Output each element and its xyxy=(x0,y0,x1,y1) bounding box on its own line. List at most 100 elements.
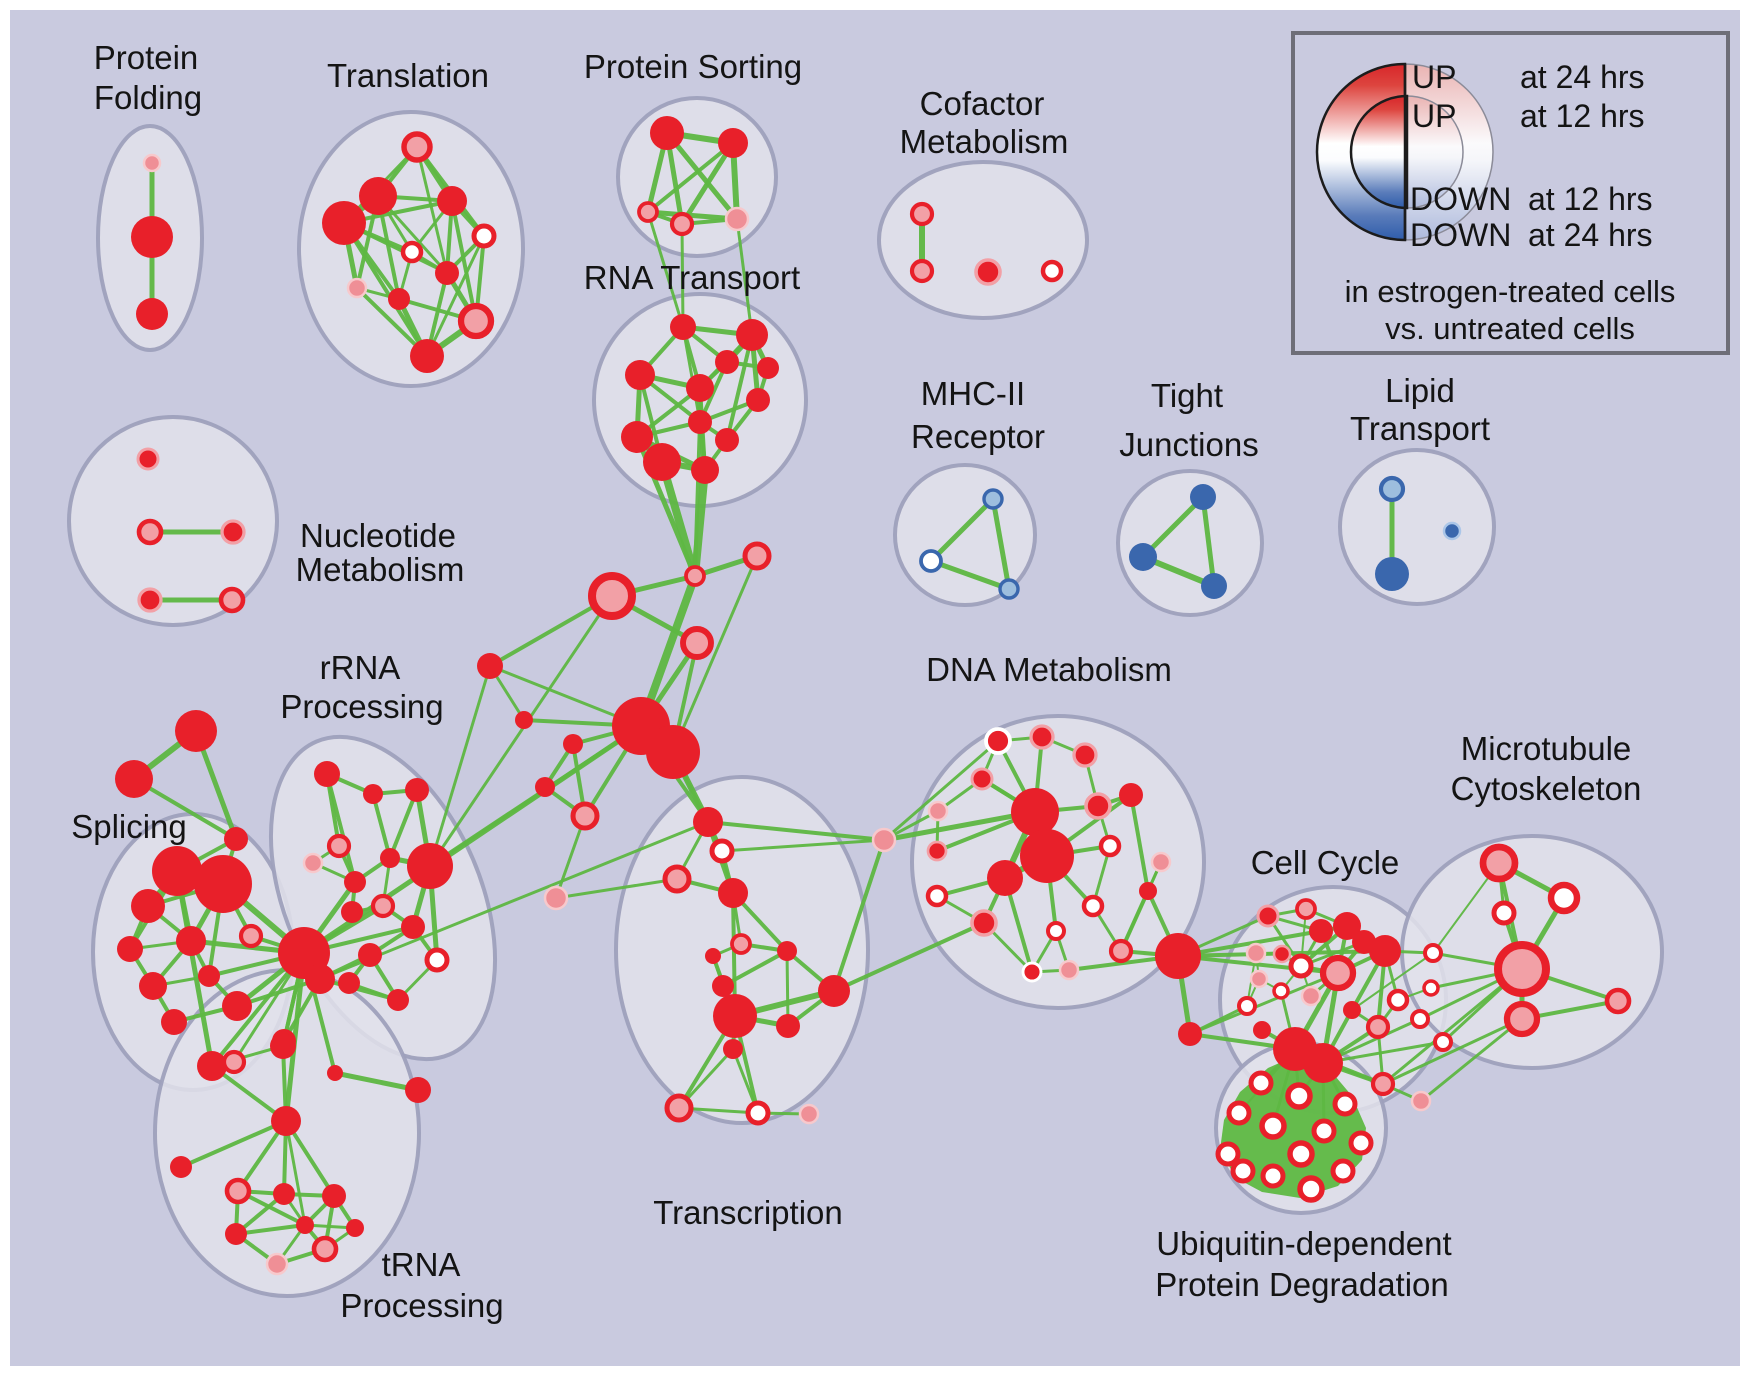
legend-up12-time: at 12 hrs xyxy=(1520,98,1645,134)
legend-footer-line1: in estrogen-treated cells xyxy=(1345,274,1676,309)
gene-node xyxy=(161,1009,187,1035)
gene-node xyxy=(1058,959,1080,981)
gene-node xyxy=(1422,979,1440,997)
gene-node xyxy=(563,734,583,754)
cluster-label-splicing: Splicing xyxy=(71,808,187,845)
gene-node xyxy=(715,350,739,374)
cluster-label-microtubule-cytoskeleton: Microtubule xyxy=(1461,730,1632,767)
gene-node xyxy=(1072,742,1098,768)
edge xyxy=(1200,494,1217,589)
cluster-label-protein-folding: Folding xyxy=(94,79,202,116)
edge xyxy=(174,868,215,1069)
gene-node xyxy=(1150,851,1172,873)
gene-node xyxy=(1494,941,1550,997)
gene-node xyxy=(387,989,409,1011)
cluster-label-rrna-processing: Processing xyxy=(280,688,443,725)
gene-node xyxy=(424,947,450,973)
cluster-label-nucleotide-metabolism: Metabolism xyxy=(296,551,465,588)
gene-node xyxy=(515,711,533,729)
gene-node xyxy=(798,1103,820,1125)
gene-node xyxy=(987,860,1023,896)
gene-node xyxy=(194,855,252,913)
gene-node xyxy=(970,909,998,937)
gene-node xyxy=(723,1039,743,1059)
gene-node xyxy=(401,915,425,939)
gene-node xyxy=(1190,484,1216,510)
gene-node xyxy=(724,206,750,232)
gene-node xyxy=(715,428,739,452)
gene-node xyxy=(713,994,757,1038)
gene-node xyxy=(341,901,363,923)
gene-node xyxy=(757,357,779,379)
cluster-label-trna-processing: Processing xyxy=(340,1287,503,1324)
gene-node xyxy=(909,258,935,284)
cluster-label-protein-sorting: Protein Sorting xyxy=(584,48,802,85)
cluster-label-microtubule-cytoskeleton: Cytoskeleton xyxy=(1451,770,1642,807)
gene-node xyxy=(1155,933,1201,979)
gene-node xyxy=(1503,1000,1541,1038)
edge xyxy=(428,664,492,868)
gene-node xyxy=(776,1014,800,1038)
gene-node xyxy=(1226,1100,1252,1126)
edge xyxy=(671,554,759,754)
gene-node xyxy=(1369,935,1401,967)
gene-node xyxy=(662,864,692,894)
edge xyxy=(720,838,886,853)
gene-node xyxy=(709,838,735,864)
gene-node xyxy=(136,298,168,330)
gene-node xyxy=(1479,843,1519,883)
gene-node xyxy=(139,972,167,1000)
gene-node xyxy=(970,767,994,791)
gene-node xyxy=(1129,543,1157,571)
gene-node xyxy=(1365,1014,1391,1040)
gene-node xyxy=(1119,783,1143,807)
cluster-ellipse-lipid-transport xyxy=(1338,448,1496,606)
gene-node xyxy=(1433,1032,1453,1052)
gene-node xyxy=(1256,904,1280,928)
gene-node xyxy=(222,991,252,1021)
edge xyxy=(706,820,886,842)
edge xyxy=(882,739,1000,842)
gene-node xyxy=(1081,894,1105,918)
gene-node xyxy=(705,948,721,964)
gene-node xyxy=(401,131,433,163)
gene-node xyxy=(650,116,684,150)
legend-up24-dir: UP xyxy=(1412,59,1456,95)
gene-node xyxy=(1040,259,1064,283)
legend-down12-dir: DOWN xyxy=(1410,181,1511,217)
gene-node xyxy=(1309,919,1333,943)
edge xyxy=(881,809,1038,843)
cluster-label-mhc-ii-receptor: Receptor xyxy=(911,418,1045,455)
gene-node xyxy=(131,216,173,258)
edge xyxy=(1188,971,1340,1036)
gene-node xyxy=(909,201,935,227)
gene-node xyxy=(1378,475,1406,503)
cluster-label-rrna-processing: rRNA xyxy=(320,649,401,686)
gene-node xyxy=(1311,1118,1337,1144)
gene-node xyxy=(131,889,165,923)
gene-node xyxy=(926,840,948,862)
cluster-ellipse-tight-junctions xyxy=(1116,469,1264,617)
gene-node xyxy=(1108,938,1134,964)
gene-node xyxy=(1139,882,1157,900)
cluster-label-dna-metabolism: DNA Metabolism xyxy=(926,651,1172,688)
gene-node xyxy=(271,1106,301,1136)
gene-node xyxy=(1343,1001,1361,1019)
gene-node xyxy=(344,871,366,893)
edge xyxy=(725,333,754,442)
cluster-label-lipid-transport: Transport xyxy=(1350,410,1490,447)
gene-node xyxy=(471,223,497,249)
gene-node xyxy=(170,1156,192,1178)
gene-node xyxy=(400,240,424,264)
gene-node xyxy=(669,211,695,237)
gene-node xyxy=(326,833,352,859)
gene-node xyxy=(543,885,569,911)
edge xyxy=(325,772,357,884)
gene-node xyxy=(322,201,366,245)
gene-node xyxy=(1020,829,1074,883)
edge xyxy=(1381,1017,1524,1086)
gene-node xyxy=(718,878,748,908)
